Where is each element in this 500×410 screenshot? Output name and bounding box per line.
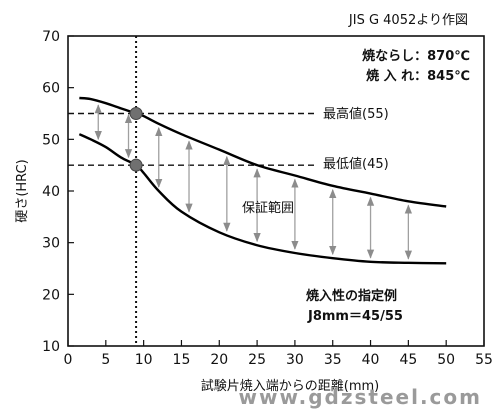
y-tick-label: 60 <box>42 81 60 97</box>
spec-point-marker <box>129 107 143 120</box>
max-value-label: 最高値(55) <box>323 106 389 122</box>
x-tick-label: 10 <box>135 352 153 368</box>
designation-title: 焼入性の指定例 <box>306 288 397 304</box>
x-tick-label: 40 <box>362 352 380 368</box>
y-tick-label: 30 <box>42 236 60 252</box>
x-tick-label: 0 <box>64 352 73 368</box>
designation-value: J8mm＝45/55 <box>307 309 403 324</box>
x-tick-label: 20 <box>210 352 228 368</box>
condition-quenching: 焼 入 れ：845℃ <box>366 68 470 84</box>
y-tick-label: 10 <box>42 339 60 355</box>
x-tick-label: 15 <box>173 352 191 368</box>
y-tick-label: 70 <box>42 29 60 45</box>
y-tick-label: 50 <box>42 132 60 148</box>
min-value-label: 最低値(45) <box>323 156 389 172</box>
x-tick-label: 25 <box>248 352 266 368</box>
plot-frame <box>67 35 485 347</box>
spec-point-marker <box>129 158 143 172</box>
lower-limit-curve <box>78 133 447 265</box>
y-axis-label: 硬さ(HRC) <box>15 159 30 222</box>
x-tick-label: 35 <box>324 352 342 368</box>
guarantee-range-label: 保証範囲 <box>242 201 294 216</box>
watermark: www.gdzsteel.com <box>238 385 482 409</box>
y-tick-label: 20 <box>42 287 60 303</box>
x-tick-label: 5 <box>101 352 110 368</box>
x-tick-label: 45 <box>399 352 417 368</box>
source-note: JIS G 4052より作図 <box>348 13 468 28</box>
x-tick-label: 30 <box>286 352 304 368</box>
x-tick-label: 50 <box>437 352 455 368</box>
y-tick-label: 40 <box>42 184 60 200</box>
x-tick-label: 55 <box>475 352 493 368</box>
upper-limit-curve <box>79 96 447 208</box>
x-axis-label: 試験片焼入端からの距離(mm) <box>201 378 379 394</box>
condition-normalizing: 焼ならし：870℃ <box>362 48 470 64</box>
